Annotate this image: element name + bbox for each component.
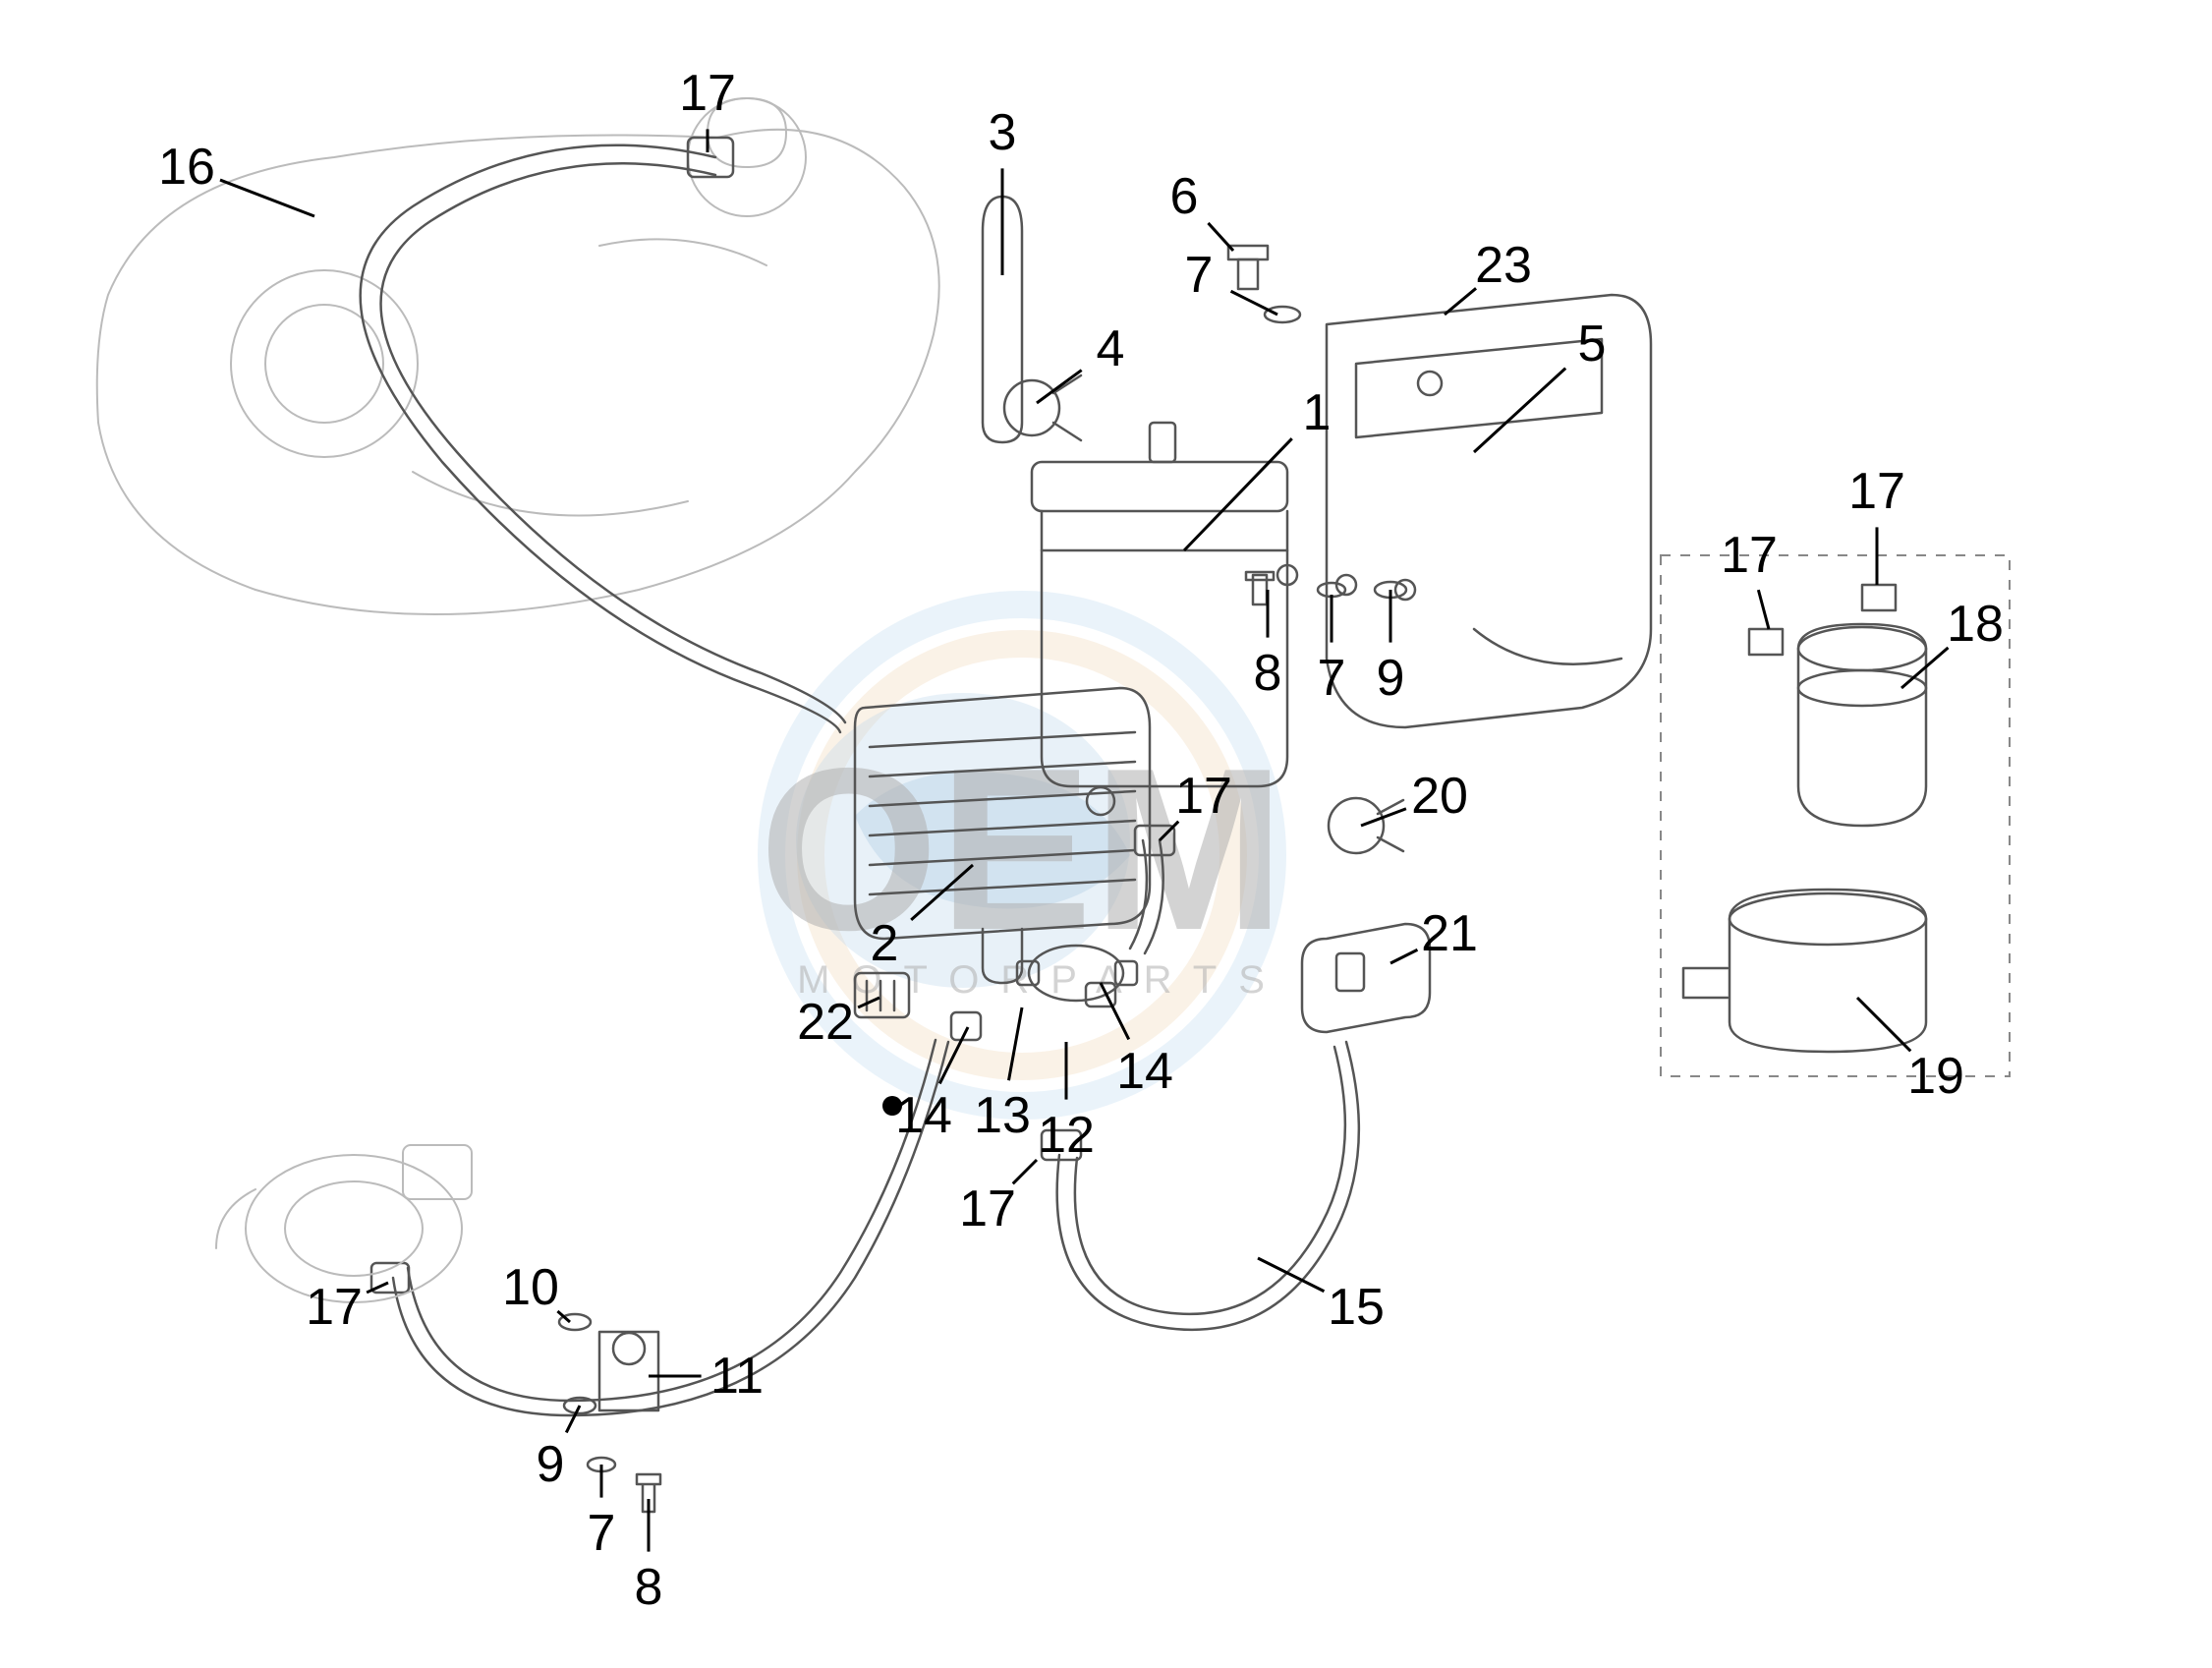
callout-21: 21 — [1421, 904, 1478, 963]
callout-17: 17 — [959, 1179, 1016, 1238]
callout-23: 23 — [1475, 236, 1532, 295]
hose-16 — [361, 138, 845, 732]
spring-clip-4 — [1004, 375, 1081, 440]
callout-1: 1 — [1303, 383, 1332, 442]
callout-7: 7 — [588, 1504, 616, 1563]
callout-12: 12 — [1038, 1106, 1095, 1165]
leader-line — [1184, 438, 1292, 550]
callout-16: 16 — [158, 138, 215, 197]
callout-14: 14 — [1116, 1042, 1173, 1101]
callout-7: 7 — [1185, 246, 1214, 305]
callout-17: 17 — [679, 64, 736, 123]
callout-4: 4 — [1097, 319, 1125, 378]
leader-line — [1474, 369, 1565, 452]
hose-lower — [371, 1040, 948, 1415]
callout-10: 10 — [502, 1258, 559, 1317]
leader-line — [1231, 291, 1277, 315]
leader-line — [1258, 1258, 1324, 1292]
callout-7: 7 — [1318, 649, 1346, 708]
leader-line — [1390, 949, 1417, 963]
callout-22: 22 — [797, 993, 854, 1052]
callout-13: 13 — [974, 1086, 1031, 1145]
leader-line — [367, 1283, 388, 1293]
leader-line — [1013, 1160, 1037, 1183]
leader-line — [1758, 590, 1769, 629]
callout-17: 17 — [1848, 462, 1905, 521]
callout-8: 8 — [1254, 644, 1282, 703]
callout-18: 18 — [1947, 595, 2004, 654]
callout-20: 20 — [1411, 767, 1468, 826]
callout-9: 9 — [1377, 649, 1405, 708]
parts-diagram-svg: OEM MOTORPARTS — [0, 0, 2212, 1668]
purge-valve-21 — [1302, 924, 1430, 1032]
callout-17: 17 — [1721, 526, 1778, 585]
callout-14: 14 — [895, 1086, 952, 1145]
callout-9: 9 — [537, 1435, 565, 1494]
callout-17: 17 — [306, 1278, 363, 1337]
leader-line — [220, 180, 314, 216]
bolt-assembly-top — [1228, 246, 1300, 322]
callout-8: 8 — [635, 1558, 663, 1617]
leader-line — [1037, 371, 1082, 403]
callout-5: 5 — [1578, 315, 1607, 374]
callout-15: 15 — [1328, 1278, 1385, 1337]
callout-2: 2 — [871, 914, 899, 973]
callout-3: 3 — [989, 103, 1017, 162]
fuel-tank-ghost — [97, 98, 939, 614]
callout-19: 19 — [1907, 1047, 1964, 1106]
leader-line — [1857, 998, 1910, 1051]
callout-6: 6 — [1170, 167, 1199, 226]
callout-11: 11 — [710, 1347, 764, 1406]
callout-17: 17 — [1175, 767, 1232, 826]
hose-clip-20 — [1329, 798, 1403, 853]
